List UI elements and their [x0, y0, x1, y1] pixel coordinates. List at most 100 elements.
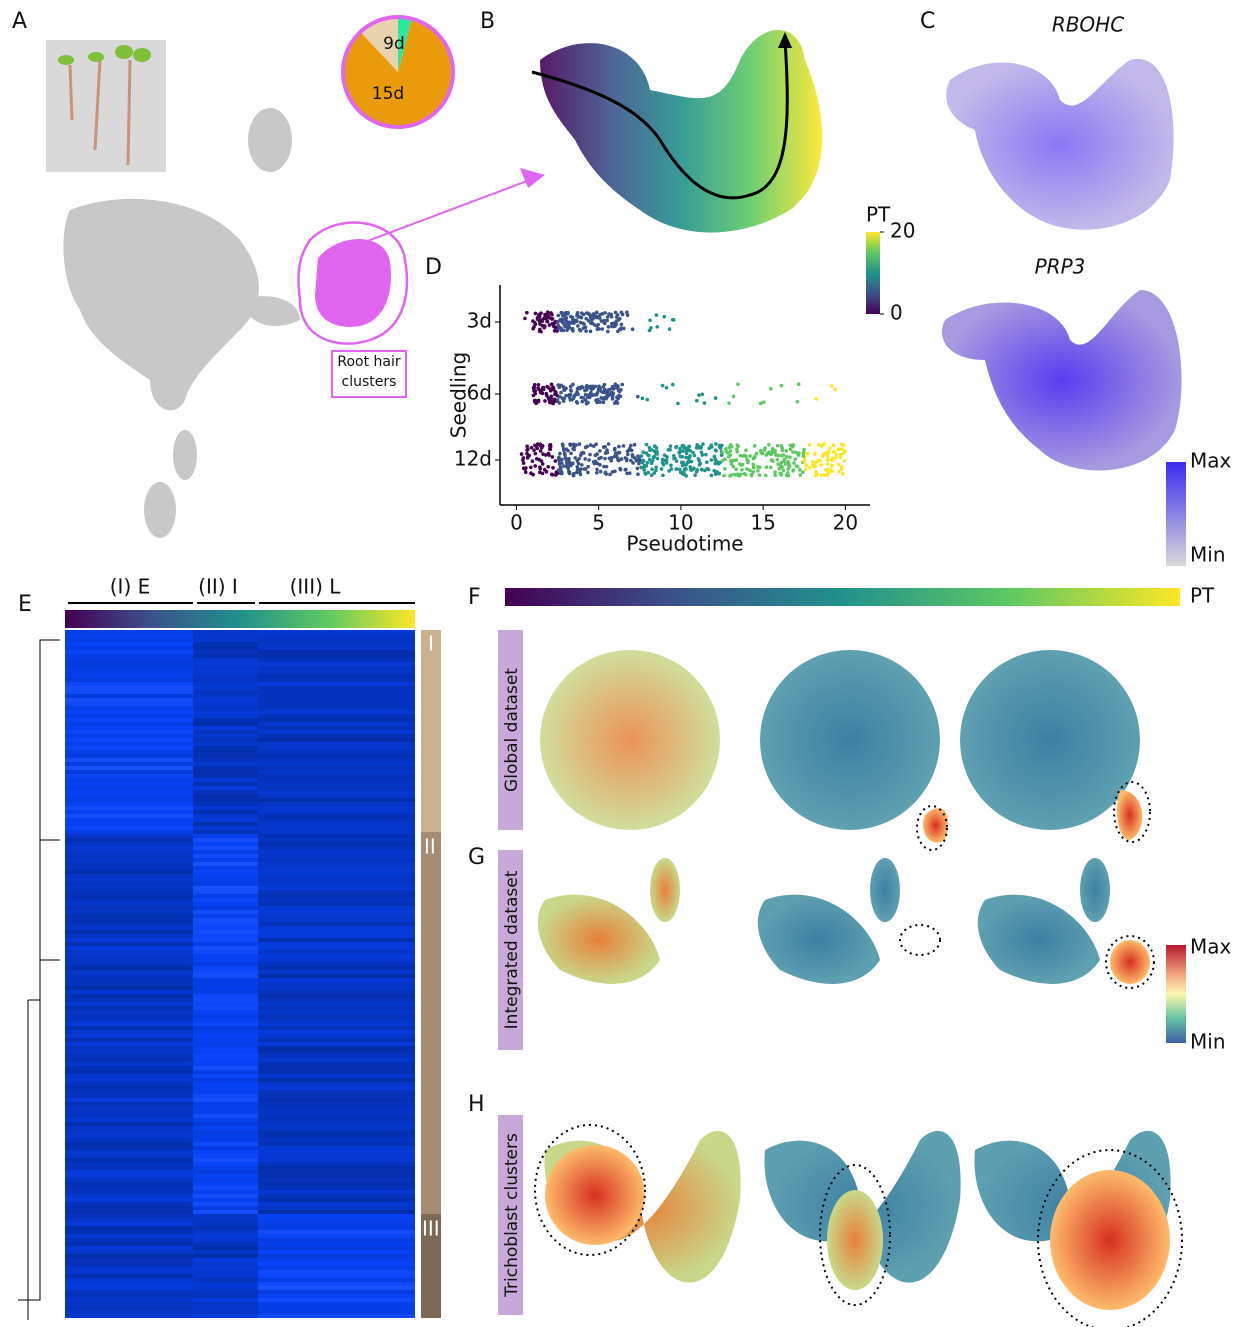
heat-row — [65, 1046, 193, 1050]
heat-row — [65, 754, 193, 758]
heat-row — [65, 1086, 193, 1090]
swarm-dot — [822, 473, 827, 477]
swarm-dot — [699, 450, 704, 455]
swarm-dot — [678, 446, 682, 451]
heat-row — [258, 986, 415, 990]
swarm-dot — [839, 442, 844, 447]
x-tick-label: 15 — [750, 511, 775, 535]
heat-row — [65, 1298, 193, 1302]
heat-row — [193, 1034, 258, 1038]
heat-row — [258, 942, 415, 946]
heat-row — [258, 1006, 415, 1010]
heat-row — [258, 906, 415, 910]
swarm-dot — [594, 323, 599, 328]
heat-row — [193, 738, 258, 742]
swarm-dot — [562, 448, 566, 453]
heat-row — [65, 1106, 193, 1110]
swarm-dot — [702, 401, 707, 405]
heat-row — [193, 958, 258, 962]
heat-row — [258, 694, 415, 698]
pt-colorbar — [866, 232, 880, 314]
heat-row — [65, 1218, 193, 1222]
heat-row — [193, 1106, 258, 1110]
swarm-dot — [814, 473, 818, 478]
heat-row — [258, 1070, 415, 1074]
swarm-dot — [625, 449, 630, 454]
heat-row — [258, 1106, 415, 1110]
heat-row — [65, 774, 193, 778]
swarm-dot — [562, 464, 566, 468]
swarm-dot — [537, 329, 542, 334]
heat-row — [65, 1054, 193, 1058]
swarm-dot — [724, 449, 729, 454]
pt-bar — [65, 610, 415, 628]
swarm-dot — [531, 319, 535, 323]
swarm-dot — [807, 465, 812, 470]
heat-row — [258, 782, 415, 786]
swarm-dot — [556, 319, 560, 324]
swarm-dot — [584, 329, 588, 333]
swarm-dot — [831, 450, 836, 454]
heat-row — [258, 778, 415, 782]
heat-row — [65, 1154, 193, 1158]
swarm-dot — [639, 454, 644, 458]
swarm-dot — [802, 447, 806, 452]
swarm-dot — [666, 448, 671, 452]
swarm-dot — [561, 399, 566, 403]
heat-row — [258, 898, 415, 902]
heat-row — [65, 934, 193, 938]
heat-row — [65, 662, 193, 666]
heat-row — [65, 838, 193, 842]
colorbar-title: PT — [866, 203, 891, 227]
swarm-dot — [532, 389, 536, 393]
heat-row — [258, 970, 415, 974]
heat-row — [193, 770, 258, 774]
heat-row — [193, 1306, 258, 1310]
heat-row — [193, 706, 258, 710]
swarm-dot — [642, 465, 647, 469]
heat-row — [258, 1226, 415, 1230]
heat-row — [65, 1022, 193, 1026]
swarm-dot — [621, 444, 626, 448]
swarm-dot — [751, 464, 756, 469]
swarm-dot — [619, 310, 624, 315]
swarm-dot — [729, 458, 733, 463]
swarm-dot — [582, 322, 586, 326]
heat-row — [193, 1150, 258, 1154]
heat-row — [258, 998, 415, 1002]
heat-row — [65, 858, 193, 862]
swarm-dot — [662, 314, 667, 319]
swarm-dot — [767, 443, 771, 447]
swarm-dot — [551, 466, 555, 470]
swarm-dot — [699, 467, 704, 472]
heat-row — [65, 1250, 193, 1254]
swarm-dot — [532, 382, 537, 387]
heat-row — [258, 1250, 415, 1254]
swarm-dot — [595, 390, 600, 395]
heat-row — [65, 1002, 193, 1006]
row-label: Global dataset — [502, 668, 522, 792]
swarm-dot — [594, 310, 599, 315]
heat-row — [65, 778, 193, 782]
swarm-dot — [627, 471, 632, 475]
heat-row — [65, 750, 193, 754]
heat-row — [258, 666, 415, 670]
heat-row — [65, 886, 193, 890]
heat-row — [258, 1078, 415, 1082]
swarm-dot — [646, 470, 651, 475]
heat-row — [65, 1210, 193, 1214]
heat-row — [258, 1202, 415, 1206]
heat-row — [258, 926, 415, 930]
heat-row — [65, 1146, 193, 1150]
swarm-dot — [814, 397, 819, 401]
swarm-dot — [535, 446, 540, 451]
swarm-dot — [682, 445, 686, 450]
heat-row — [65, 1254, 193, 1258]
panel-letter: F — [468, 585, 481, 610]
swarm-dot — [768, 465, 773, 470]
swarm-dot — [557, 456, 561, 460]
heat-row — [193, 830, 258, 834]
heat-row — [258, 914, 415, 918]
swarm-dot — [617, 444, 621, 449]
swarm-dot — [552, 397, 557, 402]
